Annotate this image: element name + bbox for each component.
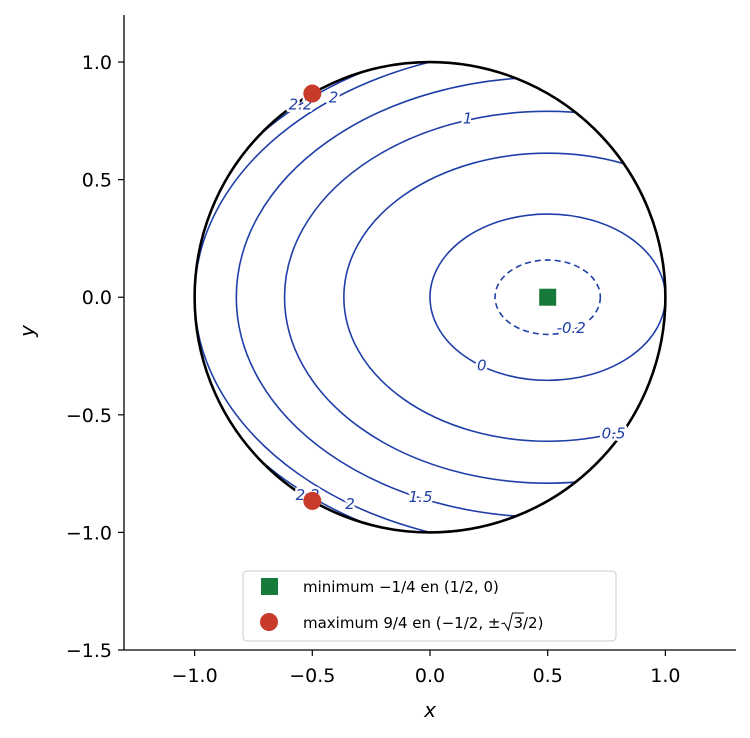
contour-level-1 (283, 110, 666, 484)
y-axis-title: y (15, 324, 39, 338)
y-tick-label: −0.5 (66, 405, 112, 427)
contour-label-halo: 1 (463, 109, 473, 127)
legend-max-text-before: maximum 9/4 en (−1/2, ± (303, 614, 500, 632)
contour-label-halo: 0.5 (602, 425, 626, 443)
legend-minimum-label: minimum −1/4 en (1/2, 0) (303, 578, 499, 596)
x-tick-label: −0.5 (289, 665, 335, 687)
maximum-point-marker (303, 491, 322, 510)
sqrt-radical-sign (501, 612, 524, 632)
y-tick-label: −1.5 (66, 640, 112, 662)
x-tick-label: 0.0 (415, 665, 445, 687)
y-tick-label: −1.0 (66, 522, 112, 544)
axes (123, 15, 736, 651)
domain-boundary (193, 60, 667, 534)
contour-label-halo: 0 (477, 356, 487, 374)
minimum-point-marker (539, 288, 557, 306)
contour-label: 1 (463, 109, 473, 127)
contour-level-1.5 (235, 76, 666, 519)
contour-label-halo: 2 (345, 495, 355, 513)
maximum-point-marker (303, 84, 322, 103)
contour-level--0.2 (494, 259, 602, 336)
legend: minimum −1/4 en (1/2, 0) maximum 9/4 en (… (242, 570, 617, 642)
y-tick-label: 0.5 (82, 170, 112, 192)
contour-label: 2 (329, 88, 339, 106)
boundary-circle (193, 60, 667, 534)
legend-frame (242, 570, 617, 642)
x-tick-label: 1.0 (650, 665, 680, 687)
contour-label-halo: 2 (329, 88, 339, 106)
x-axis-title: x (423, 698, 436, 722)
contour-level-0 (429, 213, 666, 382)
legend-maximum-label: maximum 9/4 en (−1/2, ± 3/2) (303, 614, 543, 632)
legend-minimum-marker (261, 578, 278, 595)
contour-level-0.5 (343, 152, 666, 443)
legend-max-sqrt-arg: 3 (513, 614, 523, 632)
legend-maximum-marker (260, 613, 278, 631)
extremum-points (303, 84, 557, 510)
y-tick-label: 1.0 (82, 52, 112, 74)
contour-label: 0.5 (602, 425, 626, 443)
contour-label-halo: 1.5 (409, 488, 433, 506)
legend-max-text-after: /2) (523, 614, 543, 632)
contour-label: 1.5 (409, 488, 433, 506)
x-tick-label: 0.5 (533, 665, 563, 687)
contour-label: -0.2 (557, 319, 586, 337)
y-tick-label: 0.0 (82, 287, 112, 309)
contour-label: 2 (345, 495, 355, 513)
x-tick-label: −1.0 (172, 665, 218, 687)
axis-ticks: −1.0 −0.5 0.0 0.5 1.0 1.0 0.5 0.0 −0.5 −1.0 −1.5 (66, 52, 681, 687)
contour-label-halo: -0.2 (557, 319, 586, 337)
contour-label: 0 (477, 356, 487, 374)
